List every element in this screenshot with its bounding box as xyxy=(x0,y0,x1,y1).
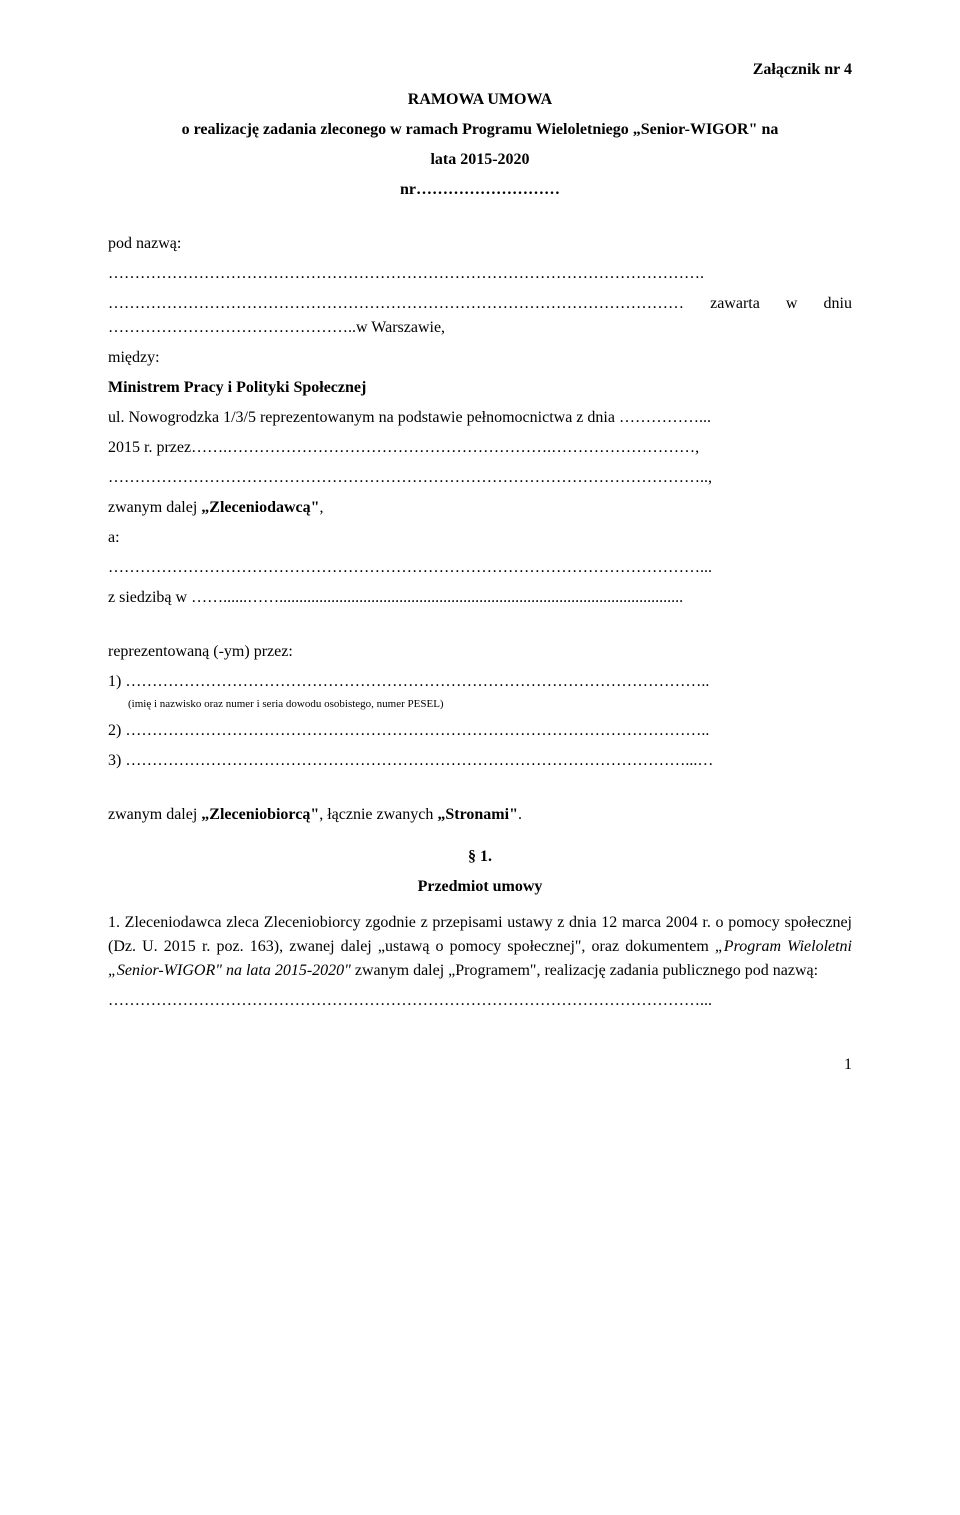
ministrem-label: Ministrem Pracy i Polityki Społecznej xyxy=(108,376,852,400)
page-number: 1 xyxy=(108,1053,852,1077)
list-item-2: 2) ……………………………………………………………………………………………….… xyxy=(108,719,852,743)
pod-nazwa-label: pod nazwą: xyxy=(108,232,852,256)
list-item-1: 1) ……………………………………………………………………………………………….… xyxy=(108,670,852,694)
dotted-line: ………………………………………………………………………………………………….., xyxy=(108,466,852,490)
spacer xyxy=(108,616,852,640)
siedziba-line: z siedzibą w ……......…….................… xyxy=(108,586,852,610)
doc-title: RAMOWA UMOWA xyxy=(108,88,852,112)
zleceniobiorca-bold: „Zleceniobiorcą" xyxy=(201,806,319,823)
miedzy-label: między: xyxy=(108,346,852,370)
fine-print-pesel: (imię i nazwisko oraz numer i seria dowo… xyxy=(128,696,852,713)
doc-nr: nr……………………… xyxy=(108,178,852,202)
dotted-line: …………………………………………………………………………………………………... xyxy=(108,556,852,580)
a-label: a: xyxy=(108,526,852,550)
zawarta-line: ……………………………………………………………………………………………… zaw… xyxy=(108,292,852,340)
reprezentowana-label: reprezentowaną (-ym) przez: xyxy=(108,640,852,664)
zwanym-zleceniodawca: zwanym dalej „Zleceniodawcą", xyxy=(108,496,852,520)
attachment-label: Załącznik nr 4 xyxy=(108,58,852,82)
rok-line: 2015 r. przez…….…………………………………………………….………… xyxy=(108,436,852,460)
spacer xyxy=(108,779,852,803)
ul-line: ul. Nowogrodzka 1/3/5 reprezentowanym na… xyxy=(108,406,852,430)
doc-subtitle-1: o realizację zadania zleconego w ramach … xyxy=(108,118,852,142)
section-1-symbol: § 1. xyxy=(108,845,852,869)
dotted-line: …………………………………………………………………………………………………... xyxy=(108,989,852,1013)
spacer xyxy=(108,208,852,232)
section-1-body: 1. Zleceniodawca zleca Zleceniobiorcy zg… xyxy=(108,911,852,983)
list-item-3: 3) ……………………………………………………………………………………………..… xyxy=(108,749,852,773)
doc-subtitle-2: lata 2015-2020 xyxy=(108,148,852,172)
program-italic: „Program Wieloletni „Senior-WIGOR" na la… xyxy=(108,938,852,979)
stronami-bold: „Stronami" xyxy=(437,806,518,823)
section-1-title: Przedmiot umowy xyxy=(108,875,852,899)
zwanym-zleceniobiorca: zwanym dalej „Zleceniobiorcą", łącznie z… xyxy=(108,803,852,827)
dotted-line: …………………………………………………………………………………………………. xyxy=(108,262,852,286)
zleceniodawca-bold: „Zleceniodawcą" xyxy=(201,499,319,516)
